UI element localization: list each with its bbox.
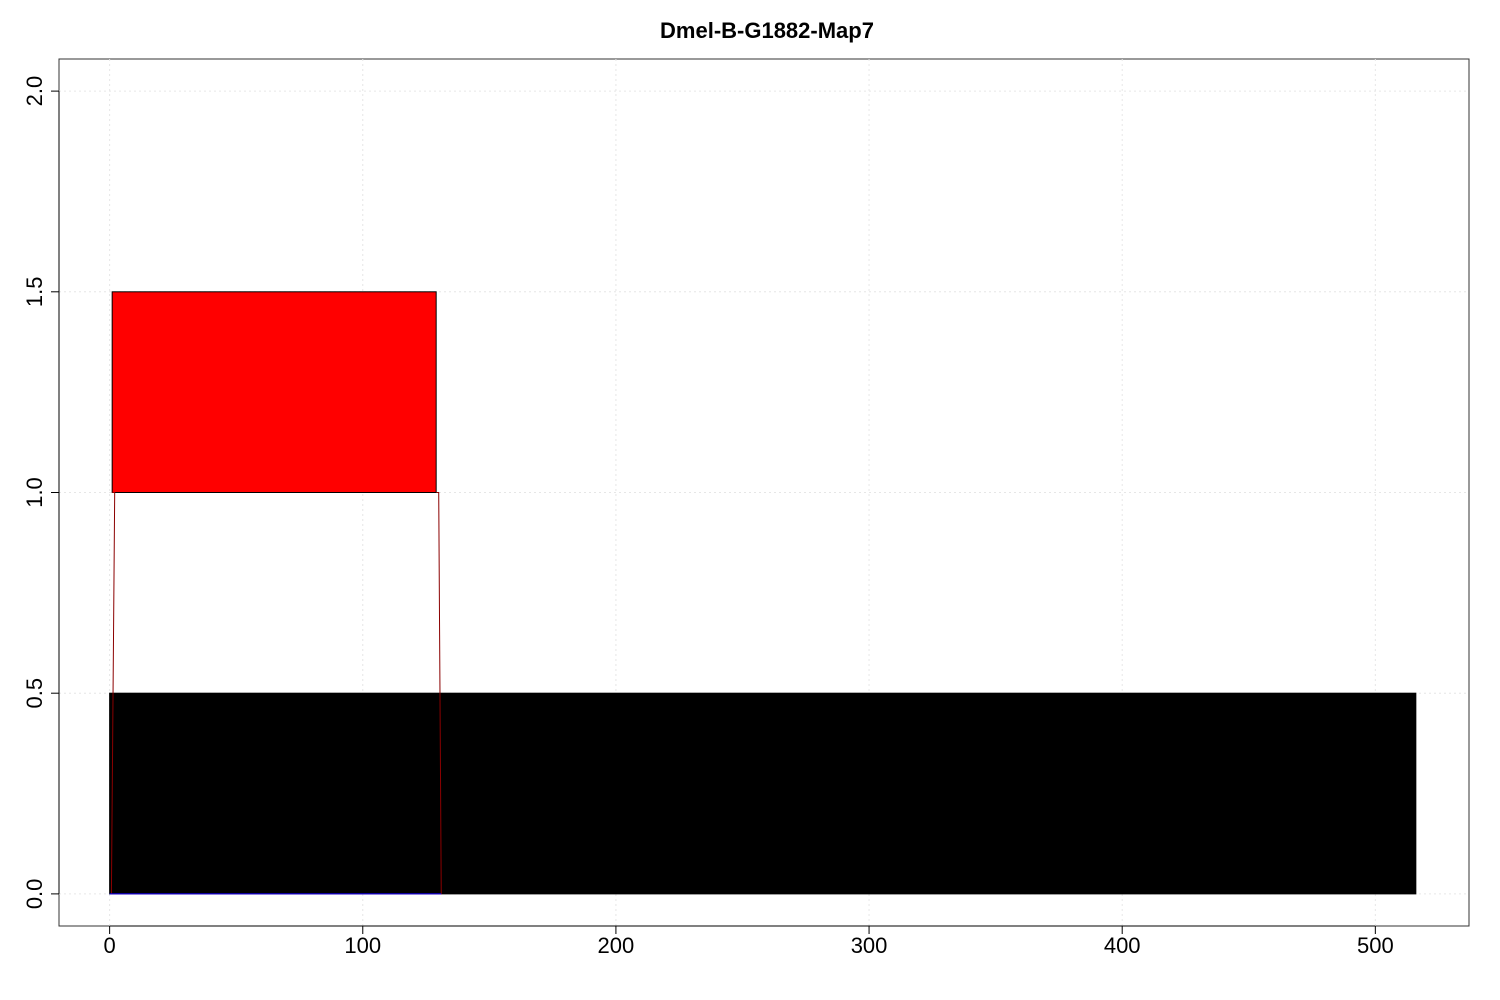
x-tick-label: 0 (104, 933, 116, 958)
y-tick-label: 1.0 (22, 477, 47, 508)
x-tick-label: 300 (851, 933, 888, 958)
chart-title: Dmel-B-G1882-Map7 (660, 18, 874, 43)
x-tick-label: 500 (1357, 933, 1394, 958)
y-tick-label: 0.5 (22, 678, 47, 709)
bar-rect (111, 291, 437, 493)
bar-rect (109, 692, 1417, 895)
y-tick-label: 0.0 (22, 879, 47, 910)
y-tick-label: 2.0 (22, 76, 47, 107)
y-axis: 0.0 0.5 1.0 1.5 2.0 (22, 76, 60, 910)
x-tick-label: 400 (1104, 933, 1141, 958)
x-axis: 0 100 200 300 400 500 (104, 925, 1394, 958)
x-tick-label: 200 (598, 933, 635, 958)
y-tick-label: 1.5 (22, 277, 47, 308)
x-tick-label: 100 (344, 933, 381, 958)
data-layer (109, 291, 1417, 895)
